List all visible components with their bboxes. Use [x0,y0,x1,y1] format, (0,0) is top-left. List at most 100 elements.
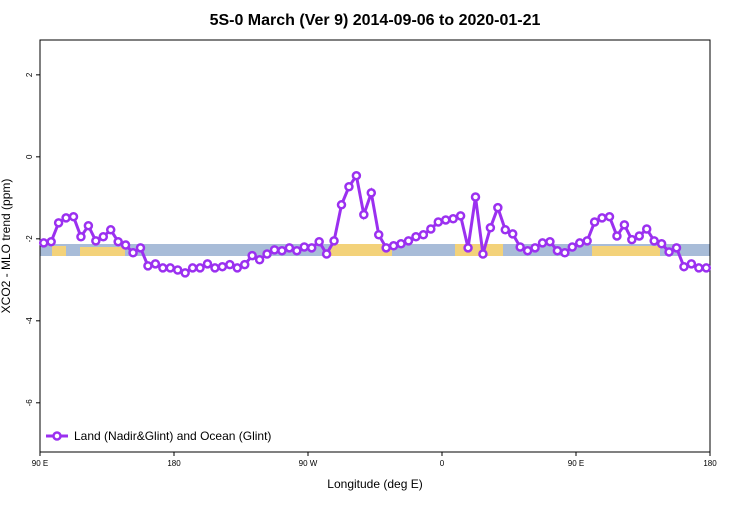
data-point [604,211,615,222]
data-point [232,263,243,273]
land-segment [592,246,660,256]
data-point [336,200,347,210]
data-point [701,263,712,273]
data-point [68,211,79,222]
x-tick-label: 0 [440,459,445,468]
data-point [440,215,451,225]
data-point [560,248,570,258]
legend-marker [52,431,62,441]
data-point [493,202,503,213]
data-point [158,263,168,273]
data-point [150,259,161,269]
data-point [426,224,436,234]
data-point [284,243,295,253]
x-tick-label: 90 E [32,459,48,468]
y-tick-label: 0 [25,154,34,159]
data-point [321,249,332,259]
data-point [76,232,86,242]
data-point [165,263,176,273]
data-point [292,245,302,256]
data-point [656,238,667,249]
y-tick-label: -4 [25,317,34,325]
data-point [455,211,466,221]
data-point [38,238,49,248]
y-axis-label: XCO2 - MLO trend (ppm) [0,179,13,314]
data-point [202,259,213,269]
data-point [641,224,652,234]
data-point [664,247,674,257]
data-point [388,241,399,251]
data-point [671,243,682,253]
data-point [269,245,280,255]
data-point [262,249,272,259]
data-point [679,261,689,272]
data-point [470,192,481,202]
data-point [694,263,704,273]
data-point [306,243,317,253]
data-point [180,268,190,278]
data-point [403,236,414,246]
data-point [530,243,540,253]
data-point [344,182,354,192]
data-point [582,236,592,246]
data-point [277,245,287,256]
data-point [359,209,369,220]
data-point [254,254,265,265]
data-point [396,238,406,249]
data-point [627,234,637,245]
data-point [135,243,146,253]
data-point [463,243,473,253]
x-tick-label: 90 W [299,459,318,468]
data-point [128,248,138,258]
chart-title: 5S-0 March (Ver 9) 2014-09-06 to 2020-01… [210,12,541,29]
data-point [91,236,101,246]
data-point [552,245,563,256]
data-point [619,220,630,230]
data-point [574,238,585,248]
data-point [366,188,377,198]
data-point [612,231,622,241]
y-tick-label: 2 [25,72,34,77]
data-point [433,217,444,227]
data-point [411,232,421,242]
data-point [507,229,518,239]
data-point [247,250,257,261]
data-point [567,242,578,252]
data-point [500,225,511,235]
data-point [53,218,64,228]
data-point [351,170,362,181]
data-point [418,229,429,240]
data-point [120,240,131,250]
data-point [381,243,391,253]
data-point [46,236,56,247]
data-point [634,231,645,241]
x-tick-label: 180 [167,459,181,468]
data-point [210,263,220,273]
data-point [83,220,94,231]
y-tick-label: -2 [25,235,34,243]
data-point [314,236,324,247]
land-segment [80,247,125,256]
data-point [143,261,153,271]
data-point [105,225,116,235]
data-point [98,232,109,242]
land-segment [330,244,392,256]
legend-label: Land (Nadir&Glint) and Ocean (Glint) [74,429,271,443]
data-point [478,249,488,259]
data-point [61,213,71,223]
data-point [329,236,339,246]
x-axis-label: Longitude (deg E) [327,477,422,491]
land-segment [52,246,66,256]
data-point [113,236,123,247]
data-point [589,217,600,227]
data-point [597,213,607,223]
x-tick-label: 90 E [568,459,584,468]
plot-frame [39,39,711,453]
y-tick-label: -6 [25,399,34,407]
data-point [217,261,228,272]
data-point [485,223,496,233]
data-point [299,242,310,252]
data-point [172,265,183,275]
data-point [448,213,458,224]
